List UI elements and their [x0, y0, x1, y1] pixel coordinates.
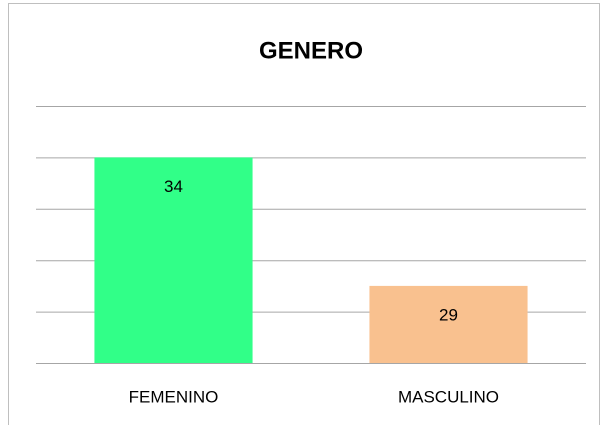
bar — [369, 285, 528, 363]
x-tick-label: MASCULINO — [398, 387, 499, 406]
x-tick-label: FEMENINO — [129, 387, 219, 406]
bar — [94, 157, 253, 363]
chart-title: GENERO — [259, 37, 363, 64]
data-label: 34 — [164, 177, 183, 196]
data-label: 29 — [439, 305, 458, 324]
chart-border — [8, 3, 600, 425]
